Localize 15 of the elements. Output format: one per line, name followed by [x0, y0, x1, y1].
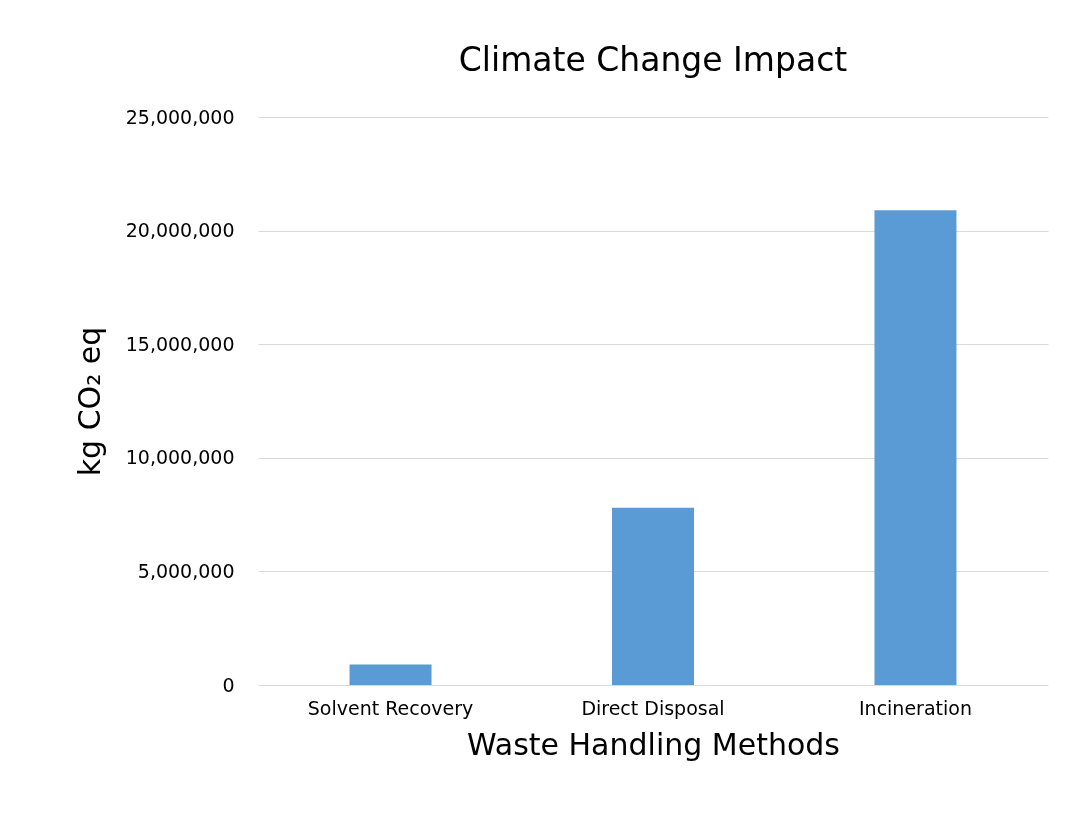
y-axis-title: kg CO₂ eq: [71, 326, 107, 477]
y-tick-label: 15,000,000: [125, 332, 235, 355]
y-tick-label: 25,000,000: [125, 105, 235, 128]
y-tick-label: 20,000,000: [125, 219, 235, 242]
x-axis-title: Waste Handling Methods: [467, 726, 840, 762]
x-tick-label: Solvent Recovery: [307, 696, 474, 719]
x-tick-label: Incineration: [858, 696, 972, 719]
bar: [612, 507, 694, 685]
y-tick-label: 10,000,000: [125, 446, 235, 469]
bar: [349, 664, 432, 685]
bar: [874, 210, 957, 685]
x-tick-label: Direct Disposal: [581, 696, 725, 719]
y-tick-label: 0: [222, 673, 235, 696]
y-tick-label: 5,000,000: [137, 559, 235, 582]
chart-title: Climate Change Impact: [458, 40, 848, 79]
